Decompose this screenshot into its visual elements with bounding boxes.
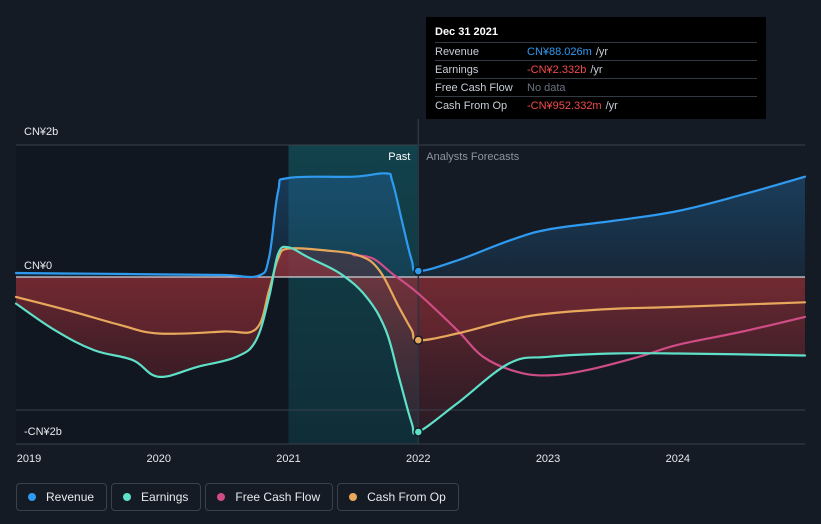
forecast-label: Analysts Forecasts xyxy=(426,151,519,163)
earnings-area xyxy=(16,246,805,434)
legend-dot-icon xyxy=(349,493,358,501)
legend-dot-icon xyxy=(28,493,36,501)
y-tick-label: CN¥0 xyxy=(24,260,52,272)
cash-from-op-line xyxy=(14,247,807,342)
legend-label: Earnings xyxy=(141,490,189,504)
x-tick-label: 2021 xyxy=(276,453,300,465)
legend: Revenue Earnings Free Cash Flow Cash From O… xyxy=(16,483,459,511)
tooltip-row-value: -CN¥2.332b xyxy=(527,63,587,76)
y-tick-label: -CN¥2b xyxy=(24,426,62,438)
tooltip-row-label: Earnings xyxy=(435,63,479,76)
cash-from-op-area xyxy=(16,248,805,341)
legend-label: Free Cash Flow xyxy=(235,490,321,504)
legend-label: Revenue xyxy=(46,490,95,504)
legend-dot-icon xyxy=(123,493,132,501)
x-tick-label: 2019 xyxy=(17,453,41,465)
free-cash-flow-line xyxy=(352,254,807,377)
revenue-marker xyxy=(413,266,424,276)
tooltip-row-revenue: Revenue CN¥88.026m/yr xyxy=(435,42,757,60)
past-label: Past xyxy=(388,151,410,163)
y-tick-label: CN¥2b xyxy=(24,126,58,138)
legend-item-earnings[interactable]: Earnings xyxy=(111,483,202,511)
legend-label: Cash From Op xyxy=(367,490,446,504)
tooltip-row-value: CN¥88.026m xyxy=(527,45,592,58)
x-tick-label: 2022 xyxy=(406,453,430,465)
tooltip-row-label: Revenue xyxy=(435,45,480,58)
legend-dot-icon xyxy=(217,493,226,501)
tooltip-row-value: No data xyxy=(527,81,566,94)
tooltip-row-unit: /yr xyxy=(595,45,609,58)
x-tick-label: 2020 xyxy=(147,453,171,465)
tooltip-row-earnings: Earnings -CN¥2.332b/yr xyxy=(435,60,757,78)
tooltip-row-cash-from-op: Cash From Op -CN¥952.332m/yr xyxy=(435,96,757,114)
x-tick-label: 2023 xyxy=(536,453,560,465)
tooltip-row-label: Cash From Op xyxy=(435,99,508,112)
tooltip-row-unit: /yr xyxy=(590,63,603,76)
legend-item-cash-from-op[interactable]: Cash From Op xyxy=(337,483,459,511)
tooltip-row-unit: /yr xyxy=(605,99,618,112)
revenue-line xyxy=(14,172,807,279)
tooltip-row-value: -CN¥952.332m xyxy=(527,99,602,112)
revenue-area xyxy=(16,173,805,278)
legend-item-revenue[interactable]: Revenue xyxy=(16,483,108,511)
x-tick-label: 2024 xyxy=(666,453,690,465)
tooltip: Dec 31 2021 Revenue CN¥88.026m/yr Earnings… xyxy=(426,17,766,119)
tooltip-row-free-cash-flow: Free Cash Flow No data xyxy=(435,78,757,96)
earnings-marker xyxy=(413,427,424,437)
legend-item-free-cash-flow[interactable]: Free Cash Flow xyxy=(205,483,334,511)
tooltip-row-label: Free Cash Flow xyxy=(435,81,513,94)
cash-from-op-marker xyxy=(413,335,424,345)
tooltip-date: Dec 31 2021 xyxy=(435,26,498,38)
earnings-line xyxy=(14,245,807,435)
